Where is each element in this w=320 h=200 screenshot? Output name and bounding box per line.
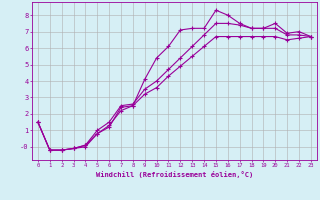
X-axis label: Windchill (Refroidissement éolien,°C): Windchill (Refroidissement éolien,°C) — [96, 171, 253, 178]
